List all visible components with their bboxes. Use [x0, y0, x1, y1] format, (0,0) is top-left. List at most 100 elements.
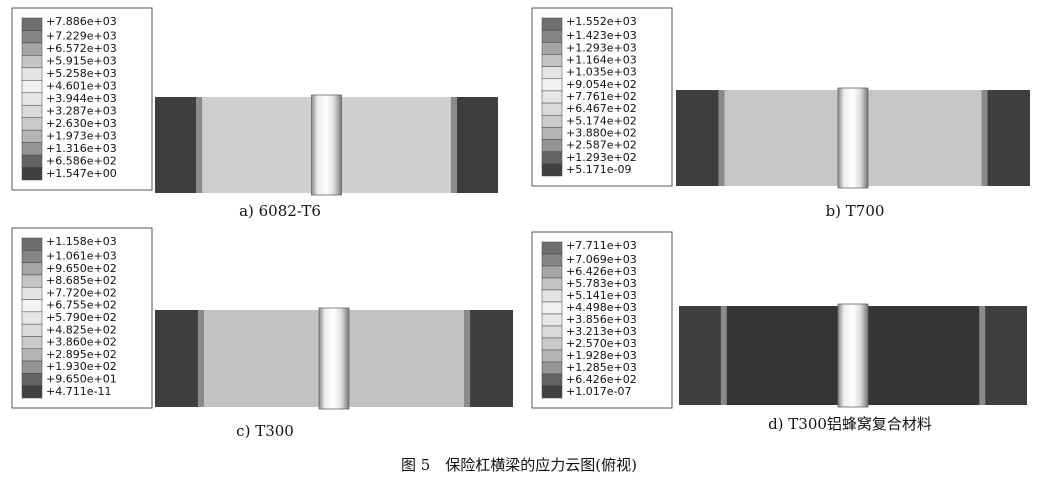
legend-swatch	[541, 241, 563, 255]
legend-swatch	[541, 289, 563, 303]
legend-swatch	[541, 66, 563, 80]
legend-swatch	[541, 151, 563, 165]
legend-label: +1.285e+03	[566, 361, 637, 374]
legend-swatch	[21, 30, 43, 44]
legend-swatch	[21, 142, 43, 156]
legend-swatch	[21, 348, 43, 362]
legend-swatch	[541, 325, 563, 339]
legend-swatch	[21, 67, 43, 81]
legend-swatch	[541, 90, 563, 104]
legend-swatch	[21, 286, 43, 300]
legend-label: +1.293e+02	[566, 151, 637, 164]
legend-label: +4.498e+03	[566, 301, 637, 314]
beam-transition	[196, 97, 203, 193]
legend-swatch	[21, 167, 43, 181]
legend-swatch	[21, 154, 43, 168]
panel-caption: d) T300铝蜂窝复合材料	[768, 415, 932, 433]
legend-label: +8.685e+02	[46, 274, 117, 287]
legend-label: +5.915e+03	[46, 55, 117, 68]
legend-swatch	[541, 29, 563, 43]
legend-swatch	[21, 17, 43, 31]
legend-swatch	[21, 262, 43, 276]
legend-label: +1.061e+03	[46, 249, 117, 262]
legend-swatch	[541, 337, 563, 351]
legend-swatch	[541, 277, 563, 291]
legend-swatch	[21, 323, 43, 337]
beam-transition	[981, 90, 988, 186]
legend-swatch	[21, 299, 43, 313]
legend-swatch	[21, 104, 43, 118]
legend-swatch	[21, 237, 43, 251]
legend-label: +6.586e+02	[46, 154, 117, 167]
legend-swatch	[541, 127, 563, 140]
legend-label: +3.287e+03	[46, 104, 117, 117]
legend-label: +1.928e+03	[566, 349, 637, 362]
beam-end	[155, 310, 198, 407]
legend-label: +4.825e+02	[46, 323, 117, 336]
legend-swatch	[541, 385, 563, 399]
panel-caption: b) T700	[826, 202, 885, 220]
legend-swatch	[541, 361, 563, 375]
legend-label: +1.017e-07	[566, 385, 631, 398]
legend-label: +4.711e-11	[46, 385, 111, 398]
beam-end	[470, 310, 513, 407]
legend-swatch	[541, 349, 563, 363]
legend-label: +6.426e+03	[566, 265, 637, 278]
legend-label: +1.316e+03	[46, 142, 117, 155]
legend-label: +9.650e+02	[46, 262, 117, 275]
beam-end	[676, 90, 719, 186]
legend-label: +1.158e+03	[46, 235, 117, 248]
legend-label: +5.141e+03	[566, 289, 637, 302]
legend-label: +7.720e+02	[46, 286, 117, 299]
legend-label: +3.944e+03	[46, 92, 117, 105]
legend-label: +1.930e+02	[46, 360, 117, 373]
legend-swatch	[541, 42, 563, 55]
legend-label: +6.426e+02	[566, 373, 637, 386]
legend-label: +2.630e+03	[46, 117, 117, 130]
legend-label: +3.860e+02	[46, 336, 117, 349]
legend-label: +6.755e+02	[46, 299, 117, 312]
beam-end	[987, 90, 1030, 186]
legend-label: +9.054e+02	[566, 78, 637, 91]
legend-swatch	[21, 274, 43, 288]
beam-transition	[979, 306, 986, 405]
legend-swatch	[541, 373, 563, 387]
beam-cylinder	[837, 303, 869, 408]
beam-transition	[718, 90, 725, 186]
panel-caption: a) 6082-T6	[239, 202, 321, 220]
legend-label: +1.035e+03	[566, 66, 637, 79]
legend-label: +5.783e+03	[566, 277, 637, 290]
legend-swatch	[21, 385, 43, 399]
beam-transition	[197, 310, 204, 407]
legend-label: +2.570e+03	[566, 337, 637, 350]
legend-label: +6.467e+02	[566, 102, 637, 115]
legend-label: +3.213e+03	[566, 325, 637, 338]
legend-label: +9.650e+01	[46, 373, 117, 386]
legend-swatch	[541, 313, 563, 327]
legend-swatch	[21, 92, 43, 106]
panel-caption: c) T300	[236, 422, 294, 440]
legend-label: +2.895e+02	[46, 348, 117, 361]
figure-caption: 图 5 保险杠横梁的应力云图(俯视)	[401, 456, 637, 474]
legend-label: +5.790e+02	[46, 311, 117, 324]
legend-label: +1.423e+03	[566, 29, 637, 42]
legend-label: +1.164e+03	[566, 54, 637, 67]
legend-label: +6.572e+03	[46, 42, 117, 55]
legend-label: +7.711e+03	[566, 239, 637, 252]
beam-cylinder	[311, 94, 342, 196]
legend-label: +3.856e+03	[566, 313, 637, 326]
legend-swatch	[541, 114, 563, 128]
legend-swatch	[21, 311, 43, 325]
legend-swatch	[21, 360, 43, 374]
beam-transition	[720, 306, 727, 405]
legend-swatch	[21, 55, 43, 69]
legend-swatch	[541, 265, 563, 279]
beam-cylinder	[837, 87, 869, 189]
legend-swatch	[541, 102, 563, 116]
legend-swatch	[541, 139, 563, 152]
legend-swatch	[541, 253, 563, 267]
legend-label: +1.973e+03	[46, 129, 117, 142]
legend-label: +5.174e+02	[566, 114, 637, 127]
legend-label: +7.886e+03	[46, 15, 117, 28]
